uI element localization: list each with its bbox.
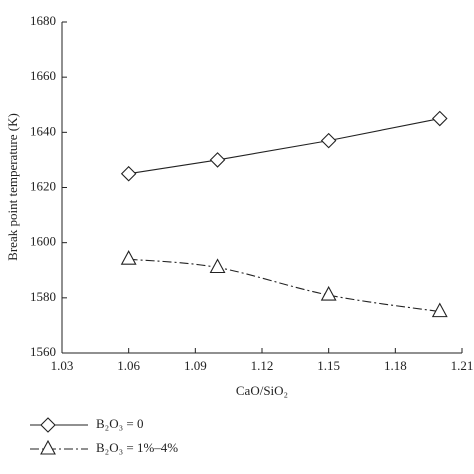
x-tick-label: 1.15 [317,358,340,373]
legend-marker [40,439,56,455]
diamond-marker [320,132,337,149]
triangle-marker [209,258,226,274]
y-tick-label: 1560 [30,344,56,359]
triangle-marker [431,302,448,318]
x-tick-label: 1.21 [451,358,474,373]
y-tick-label: 1620 [30,178,56,193]
y-tick-label: 1600 [30,234,56,249]
y-tick-label: 1660 [30,68,56,83]
x-tick-label: 1.03 [51,358,74,373]
triangle-marker [320,285,337,301]
diamond-marker [209,152,226,168]
y-tick-label: 1640 [30,123,56,138]
x-tick-label: 1.12 [251,358,274,373]
diamond-marker [431,110,448,127]
triangle-marker [120,250,137,265]
y-tick-label: 1680 [30,13,56,28]
series-line [128,118,440,175]
x-axis-label: CaO/SiO₂ [236,383,288,398]
legend-label: B₂O₃ = 1%–4% [96,440,178,455]
x-tick-label: 1.06 [117,358,140,373]
diamond-marker [120,165,137,182]
x-tick-label: 1.09 [184,358,207,373]
y-axis-label: Break point temperature (K) [5,113,20,261]
series-line [128,258,440,313]
legend-label: B₂O₃ = 0 [96,416,143,431]
legend-marker [40,417,56,433]
y-tick-label: 1580 [30,289,56,304]
x-tick-label: 1.18 [384,358,407,373]
